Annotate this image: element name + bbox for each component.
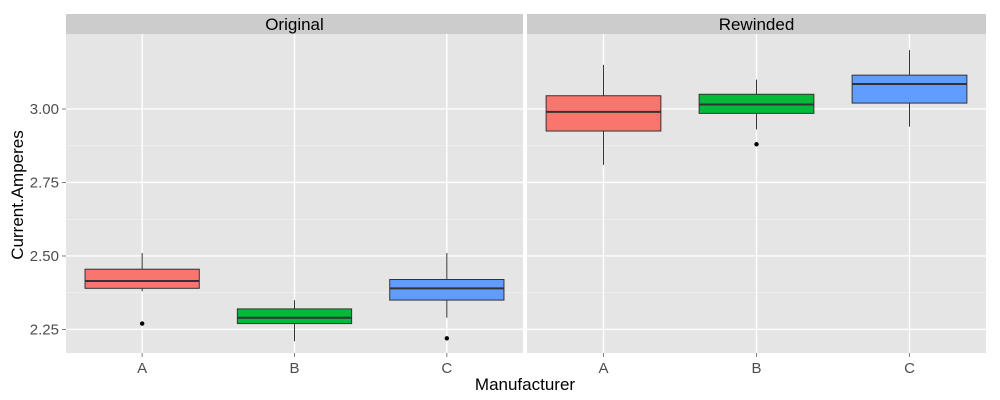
x-axis-title: Manufacturer [475,375,575,394]
y-tick-label: 2.25 [30,321,59,338]
y-axis-title: Current.Amperes [8,130,27,259]
facet-strip [66,14,523,34]
y-tick-label: 2.75 [30,174,59,191]
x-tick-label: A [598,360,608,377]
x-tick-label: B [289,360,299,377]
x-tick-label: C [441,360,452,377]
facet-strip [527,14,986,34]
box-C [389,278,505,301]
outlier-point-B [754,142,759,147]
x-tick-label: C [904,360,915,377]
box-A [545,95,662,132]
x-tick-label: A [137,360,147,377]
facet-title: Rewinded [719,15,795,34]
box-B [236,308,353,325]
outlier-point-A [139,321,145,326]
box-A [84,268,200,289]
facet-title: Original [265,15,324,34]
outlier-point-C [444,336,450,341]
y-tick-label: 3.00 [30,101,59,118]
box-C [851,74,968,104]
y-tick-label: 2.50 [30,248,59,265]
x-tick-label: B [751,360,761,377]
